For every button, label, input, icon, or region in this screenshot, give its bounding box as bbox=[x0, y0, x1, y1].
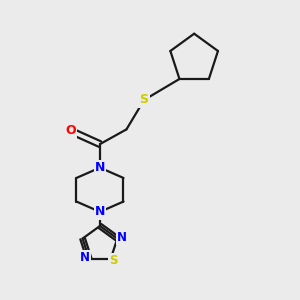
Text: O: O bbox=[65, 124, 76, 137]
Text: S: S bbox=[110, 254, 118, 267]
Text: N: N bbox=[95, 205, 105, 218]
Text: N: N bbox=[80, 251, 90, 264]
Text: S: S bbox=[140, 93, 148, 106]
Text: N: N bbox=[117, 231, 127, 244]
Text: N: N bbox=[95, 161, 105, 174]
